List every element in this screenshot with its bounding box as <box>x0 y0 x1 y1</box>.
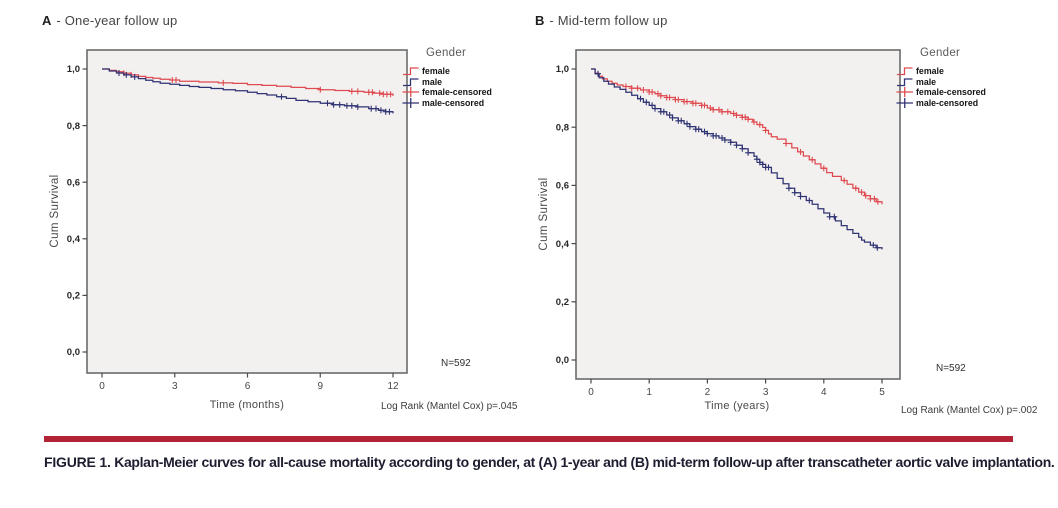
male-censored-icon <box>896 98 913 109</box>
y-tick-label: 0,0 <box>556 355 569 366</box>
legend-a-entry-female-censored: female-censored <box>402 87 542 98</box>
legend-b-entry-male-label: male <box>916 76 937 87</box>
x-tick-label: 2 <box>705 387 711 398</box>
figure-caption-number: FIGURE 1. <box>44 454 111 470</box>
x-tick-label: 5 <box>879 387 885 398</box>
panel-b-plot-area <box>575 49 901 380</box>
legend-b-entry-male-censored: male-censored <box>896 98 1036 109</box>
legend-b-entry-female: female <box>896 66 1036 77</box>
legend-b-title: Gender <box>920 47 961 59</box>
y-tick-label: 0,0 <box>67 347 80 358</box>
figure-caption: FIGURE 1. Kaplan-Meier curves for all-ca… <box>44 454 1055 470</box>
female-censored-icon <box>896 87 913 98</box>
x-tick-label: 12 <box>387 381 399 392</box>
panel-b-x-axis-label: Time (years) <box>704 400 770 412</box>
legend-a-entry-male-label: male <box>422 76 443 87</box>
panel-b-n-label: N=592 <box>936 363 966 374</box>
female-line-icon <box>897 67 913 76</box>
censor-marks-male-b <box>595 70 881 251</box>
legend-b-entry-male: male <box>896 77 1036 88</box>
figure-caption-text: Kaplan-Meier curves for all-cause mortal… <box>110 454 1055 470</box>
y-tick-label: 0,8 <box>556 122 569 133</box>
legend-b-entry-female-censored: female-censored <box>896 87 1036 98</box>
panel-a-y-axis-label: Cum Survival <box>49 174 61 248</box>
panel-a-n-label: N=592 <box>441 358 471 369</box>
y-tick-label: 1,0 <box>556 64 569 75</box>
y-tick-label: 0,6 <box>67 177 80 188</box>
panel-a-x-axis-label: Time (months) <box>209 399 285 411</box>
legend-a-title: Gender <box>426 47 467 59</box>
legend-a-entry-female-label: female <box>422 66 450 77</box>
y-tick-label: 0,2 <box>556 297 569 308</box>
kaplan-meier-charts: 0 3 6 9 121,00,80,60,40,20,00 1 2 3 4 51,00,80,60… <box>67 49 901 398</box>
x-tick-label: 6 <box>245 381 251 392</box>
legend-b-entry-female-label: female <box>916 66 944 77</box>
legend-b: Gender female male female-censored male-… <box>896 47 1036 109</box>
panel-b-label: B <box>535 13 545 28</box>
panel-a-label: A <box>42 13 52 28</box>
male-censored-icon <box>402 98 419 109</box>
panel-b-logrank-label: Log Rank (Mantel Cox) p=.002 <box>901 405 1038 416</box>
x-tick-label: 9 <box>317 381 323 392</box>
x-tick-label: 0 <box>588 387 594 398</box>
legend-a-entry-male-censored-label: male-censored <box>422 98 485 109</box>
y-tick-label: 0,2 <box>67 291 80 302</box>
y-tick-label: 0,4 <box>67 234 81 245</box>
x-tick-label: 4 <box>821 387 827 398</box>
y-tick-label: 1,0 <box>67 64 80 75</box>
male-line-icon <box>403 78 419 87</box>
panel-b-y-axis-label: Cum Survival <box>538 177 550 251</box>
panel-a-plot-area <box>86 49 408 374</box>
legend-b-entry-female-censored-label: female-censored <box>916 87 986 98</box>
x-tick-label: 1 <box>646 387 652 398</box>
panel-a-title-text: - One-year follow up <box>52 13 178 28</box>
female-line-icon <box>403 67 419 76</box>
legend-a-entry-female: female <box>402 66 542 77</box>
legend-b-entry-male-censored-label: male-censored <box>916 98 979 109</box>
female-censored-icon <box>402 87 419 98</box>
panel-a-title: A - One-year follow up <box>42 13 177 28</box>
x-tick-label: 3 <box>763 387 769 398</box>
censor-marks-male-a <box>116 70 393 115</box>
panel-b-title: B - Mid-term follow up <box>535 13 668 28</box>
legend-a: Gender female male female-censored male-… <box>402 47 542 109</box>
panel-a-logrank-label: Log Rank (Mantel Cox) p=.045 <box>381 401 518 412</box>
x-tick-label: 3 <box>172 381 178 392</box>
legend-a-entry-male: male <box>402 77 542 88</box>
legend-a-entry-female-censored-label: female-censored <box>422 87 492 98</box>
male-line-icon <box>897 78 913 87</box>
y-tick-label: 0,4 <box>556 239 570 250</box>
panel-b-title-text: - Mid-term follow up <box>545 13 668 28</box>
legend-a-entry-male-censored: male-censored <box>402 98 542 109</box>
censor-marks-female-b <box>622 83 881 205</box>
caption-divider-bar <box>44 436 1013 442</box>
y-tick-label: 0,6 <box>556 181 569 192</box>
y-tick-label: 0,8 <box>67 121 80 132</box>
x-tick-label: 0 <box>99 381 105 392</box>
